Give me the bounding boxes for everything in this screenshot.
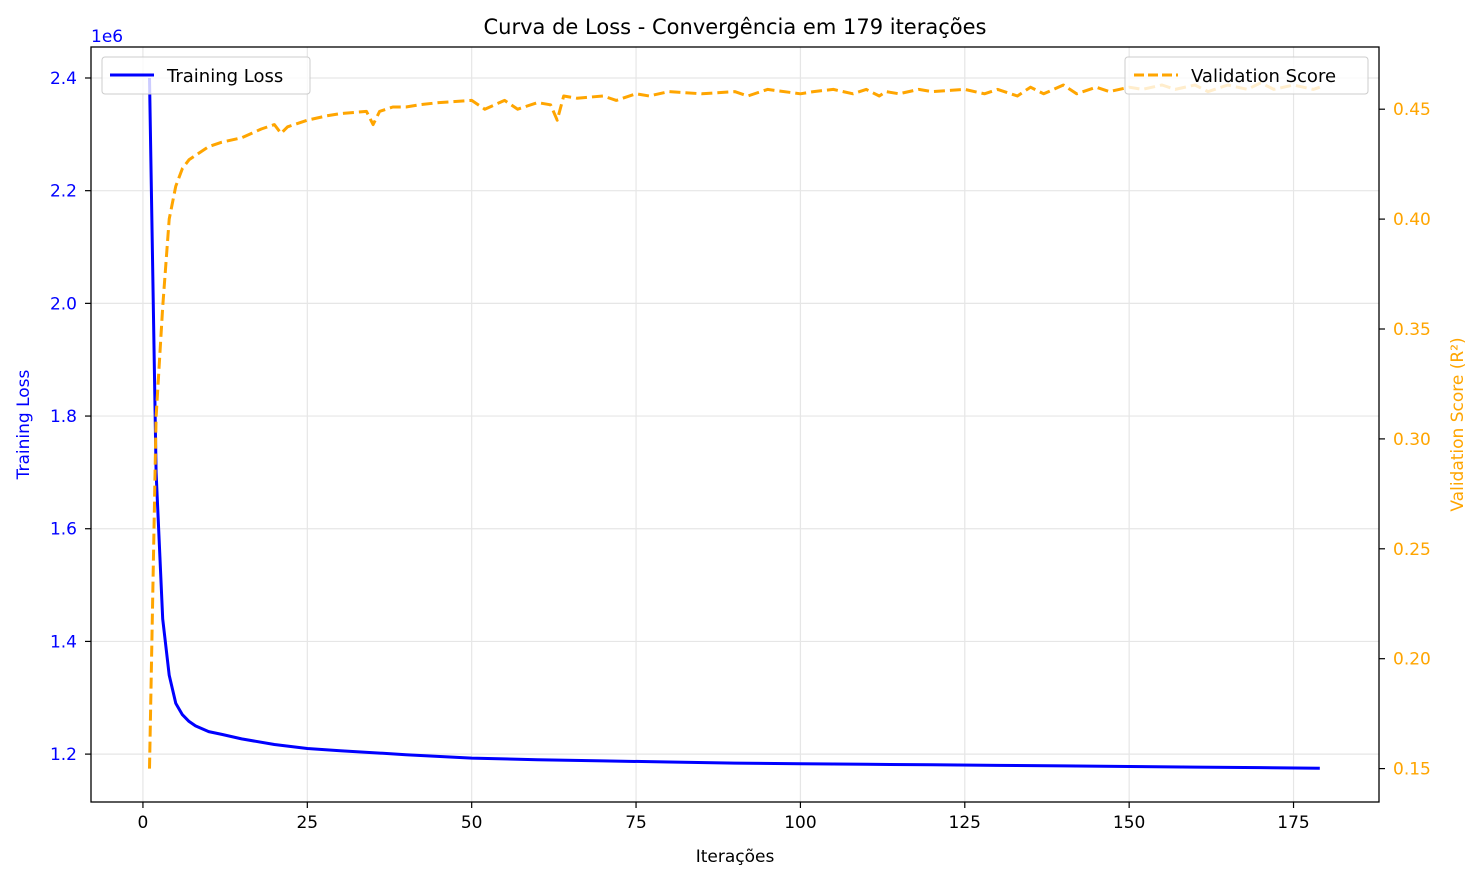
y-right-tick-label: 0.35 xyxy=(1393,320,1431,340)
legend-validation-box xyxy=(1124,56,1369,95)
x-tick-label: 175 xyxy=(1277,813,1309,833)
legend-training: Training Loss xyxy=(101,56,311,95)
chart-title: Curva de Loss - Convergência em 179 iter… xyxy=(484,15,987,39)
legend-training-label: Training Loss xyxy=(166,66,283,87)
y-left-tick-label: 1.4 xyxy=(50,632,77,652)
legend-training-box xyxy=(101,56,311,95)
y-right-tick-label: 0.45 xyxy=(1393,100,1431,120)
x-tick-label: 150 xyxy=(1113,813,1145,833)
x-axis-title: Iterações xyxy=(696,847,775,867)
series-layer xyxy=(148,77,1321,770)
x-tick-label: 0 xyxy=(138,813,149,833)
y-axis-left-offset-label: 1e6 xyxy=(91,27,123,47)
y-left-tick-label: 2.4 xyxy=(50,69,77,89)
y-left-tick-label: 2.0 xyxy=(50,294,77,314)
x-tick-label: 50 xyxy=(461,813,483,833)
legend-validation: Validation Score xyxy=(1124,56,1369,95)
series-training-loss-line xyxy=(148,77,1320,770)
y-axis-left-title: Training Loss xyxy=(14,369,34,480)
y-axis-right-title: Validation Score (R²) xyxy=(1448,337,1468,511)
legend-validation-label: Validation Score xyxy=(1191,66,1336,87)
x-tick-label: 75 xyxy=(625,813,647,833)
x-tick-label: 25 xyxy=(296,813,318,833)
series-validation-score-line xyxy=(148,81,1321,769)
axes: 0 25 50 75 100 125 150 175 1.2 1.4 1.6 1.8 2.0 2.2 2.4… xyxy=(50,69,1431,833)
plot-frame xyxy=(90,46,1380,803)
y-right-tick-label: 0.25 xyxy=(1393,540,1431,560)
y-left-tick-label: 1.8 xyxy=(50,407,77,427)
y-right-tick-label: 0.15 xyxy=(1393,760,1431,780)
y-left-tick-label: 1.6 xyxy=(50,520,77,540)
y-left-tick-label: 1.2 xyxy=(50,745,77,765)
x-tick-label: 125 xyxy=(949,813,981,833)
y-right-tick-label: 0.40 xyxy=(1393,210,1431,230)
y-right-tick-label: 0.30 xyxy=(1393,430,1431,450)
x-tick-label: 100 xyxy=(784,813,816,833)
y-right-tick-label: 0.20 xyxy=(1393,650,1431,670)
grid xyxy=(91,47,1379,802)
y-left-tick-label: 2.2 xyxy=(50,182,77,202)
